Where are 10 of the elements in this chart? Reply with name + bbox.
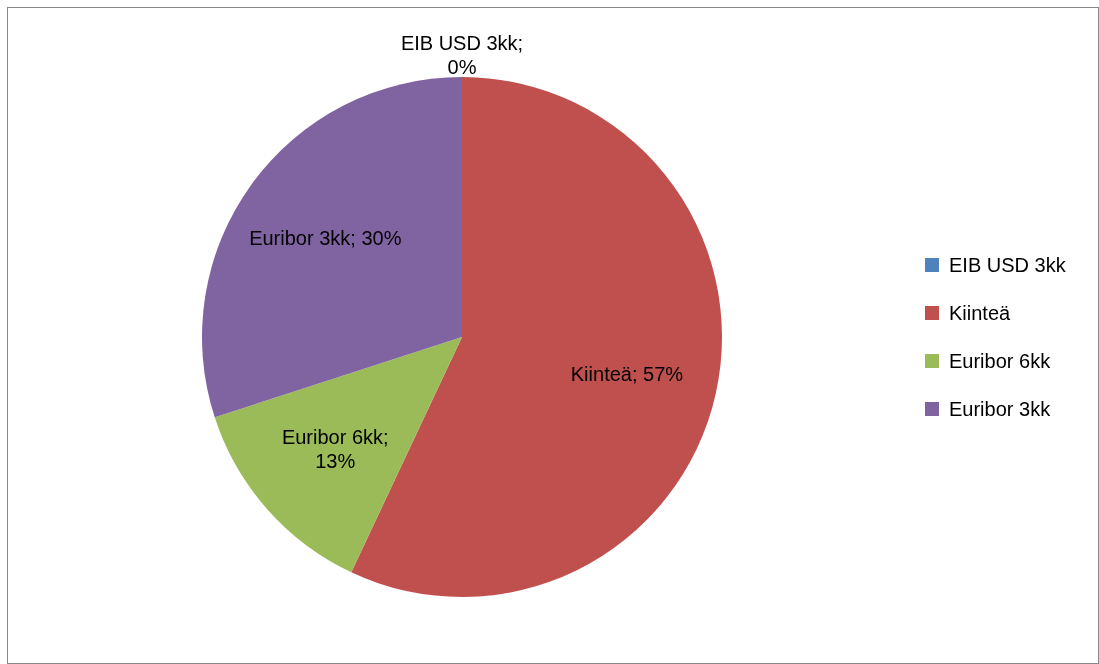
- legend-label: Euribor 6kk: [949, 350, 1052, 372]
- data-label: Euribor 6kk; 13%: [281, 425, 389, 472]
- text: EIB USD 3kk; 0%: [400, 32, 524, 78]
- legend-label: Kiinteä: [949, 302, 1012, 324]
- data-label: Euribor 3kk; 30%: [249, 226, 402, 249]
- legend-label: EIB USD 3kk: [949, 254, 1067, 276]
- data-label: Kiinteä; 57%: [570, 362, 684, 385]
- pie-slice: [202, 77, 462, 418]
- legend-label: Euribor 3kk: [949, 398, 1052, 420]
- pie-slice: [214, 337, 462, 573]
